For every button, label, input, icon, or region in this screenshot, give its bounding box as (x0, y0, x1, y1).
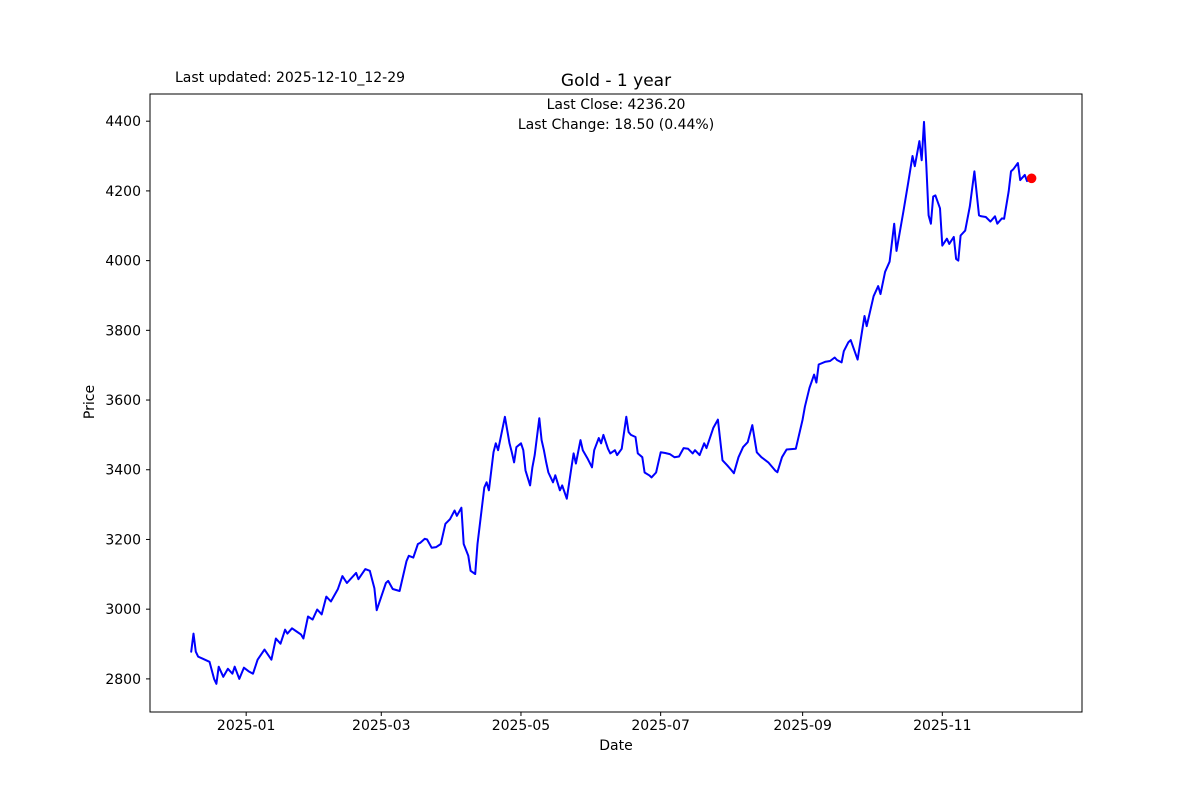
y-tick-label: 3000 (105, 602, 141, 618)
plot-border (149, 93, 1083, 713)
y-tick-label: 2800 (105, 672, 141, 688)
x-tick-label: 2025-03 (352, 718, 411, 734)
x-axis-label: Date (599, 738, 633, 754)
last-updated-text: Last updated: 2025-12-10_12-29 (175, 70, 406, 86)
y-tick-label: 3800 (105, 323, 141, 339)
price-line (190, 120, 1033, 685)
x-tick-label: 2025-01 (217, 718, 276, 734)
y-tick-label: 3600 (105, 393, 141, 409)
y-tick-label: 4200 (105, 184, 141, 200)
y-tick-label: 4000 (105, 254, 141, 270)
last-price-marker (1026, 173, 1037, 184)
y-tick-label: 3400 (105, 463, 141, 479)
x-tick-label: 2025-11 (913, 718, 972, 734)
last-close-text: Last Close: 4236.20 (546, 97, 686, 113)
chart-title: Gold - 1 year (560, 71, 672, 91)
y-tick-label: 3200 (105, 532, 141, 548)
annotation-block: Last Close: 4236.20 Last Change: 18.50 (… (150, 95, 1082, 135)
last-change-text: Last Change: 18.50 (0.44%) (517, 117, 715, 133)
y-tick-label: 4400 (105, 114, 141, 130)
x-tick-label: 2025-05 (492, 718, 551, 734)
x-tick-label: 2025-07 (631, 718, 690, 734)
x-tick-label: 2025-09 (773, 718, 832, 734)
